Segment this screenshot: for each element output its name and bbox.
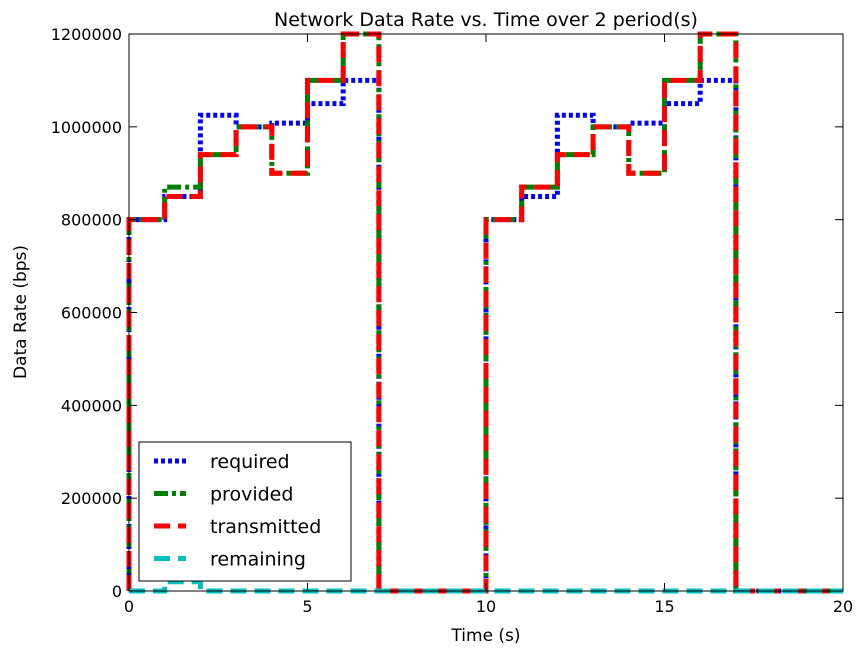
legend-label-required: required	[210, 451, 290, 473]
y-tick-label: 0	[112, 582, 122, 601]
legend: required provided transmitted remaining	[138, 441, 352, 582]
y-tick-label: 1200000	[51, 25, 122, 44]
legend-label-transmitted: transmitted	[210, 516, 321, 538]
legend-box	[138, 441, 352, 582]
legend-label-provided: provided	[210, 484, 293, 506]
legend-label-remaining: remaining	[210, 549, 306, 571]
y-tick-label: 200000	[61, 489, 122, 508]
y-axis-label: Data Rate (bps)	[11, 245, 31, 379]
x-tick-label: 15	[654, 597, 674, 616]
y-tick-label: 1000000	[51, 118, 122, 137]
ticks-layer: 0 5 10 15 20 0 200000 400000 600000 800000 1000000…	[51, 25, 853, 616]
x-tick-label: 10	[476, 597, 496, 616]
chart-title: Network Data Rate vs. Time over 2 period…	[274, 9, 698, 31]
x-tick-label: 5	[302, 597, 312, 616]
x-tick-label: 20	[833, 597, 853, 616]
x-tick-label: 0	[124, 597, 134, 616]
y-tick-label: 800000	[61, 211, 122, 230]
y-tick-label: 600000	[61, 304, 122, 323]
y-tick-label: 400000	[61, 396, 122, 415]
x-axis-label: Time (s)	[450, 626, 520, 646]
